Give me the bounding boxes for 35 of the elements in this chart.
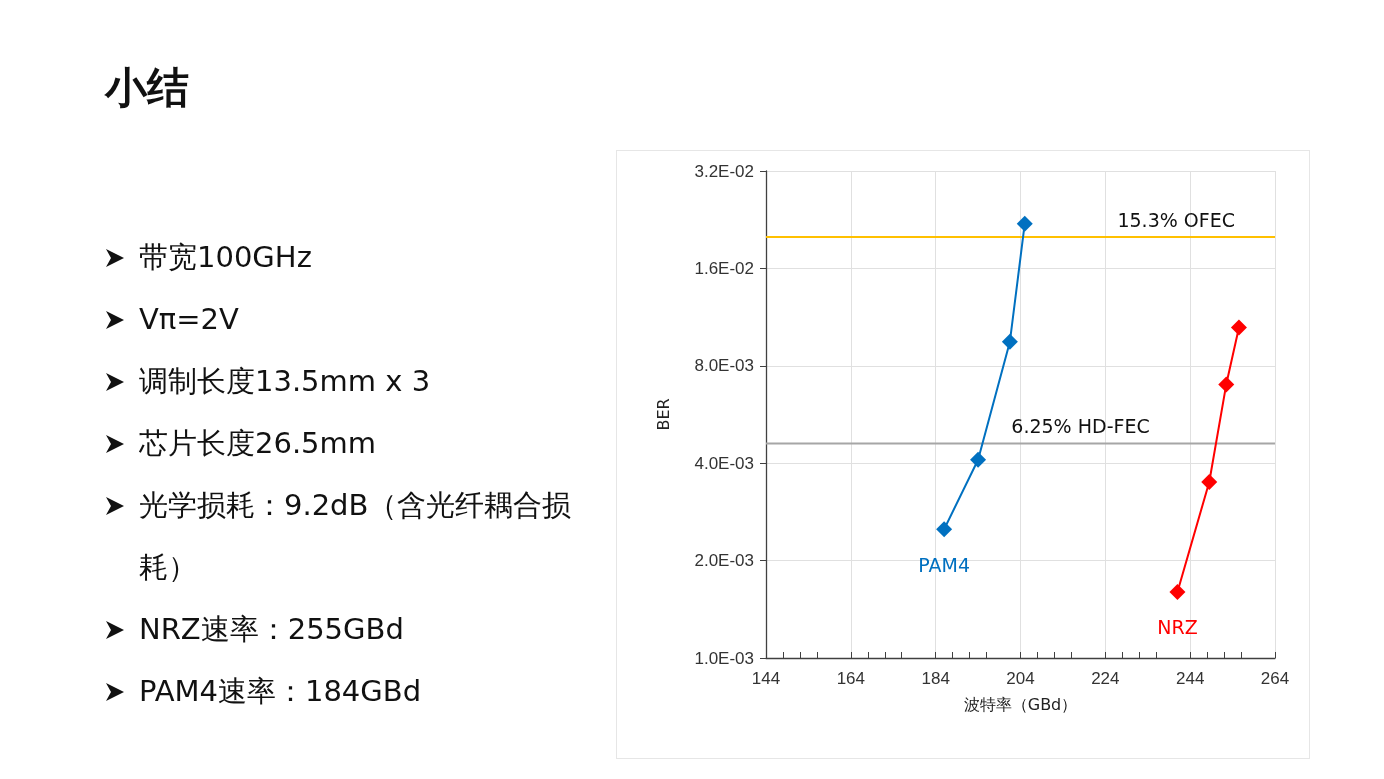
point bbox=[970, 451, 987, 468]
point bbox=[1218, 376, 1235, 393]
x-axis-title: 波特率（GBd） bbox=[963, 694, 1078, 714]
x-tick-label: 184 bbox=[921, 669, 950, 688]
x-tick-label: 224 bbox=[1091, 669, 1120, 688]
series-label: PAM4 bbox=[918, 553, 971, 576]
text: PAM4速率：184GBd bbox=[139, 674, 422, 708]
text: 芯片长度26.5mm bbox=[139, 426, 377, 460]
point bbox=[1001, 333, 1018, 350]
y-tick-label: 8.0E-03 bbox=[694, 356, 754, 376]
ref-line-label: 15.3% OFEC bbox=[1117, 208, 1235, 231]
series-label: NRZ bbox=[1157, 616, 1198, 639]
text: 带宽100GHz bbox=[139, 240, 312, 274]
text: Vπ=2V bbox=[139, 302, 239, 336]
point bbox=[936, 521, 953, 538]
text: 光学损耗：9.2dB（含光纤耦合损耗） bbox=[139, 488, 572, 584]
x-tick-label: 144 bbox=[751, 669, 781, 688]
text: 调制长度13.5mm x 3 bbox=[139, 364, 431, 398]
y-tick-label: 3.2E-02 bbox=[694, 161, 754, 181]
y-tick-label: 4.0E-03 bbox=[694, 453, 754, 473]
point bbox=[1169, 583, 1186, 600]
y-axis-title: BER bbox=[653, 398, 673, 431]
text: 小结 bbox=[105, 62, 190, 114]
y-tick-label: 1.0E-03 bbox=[694, 648, 754, 668]
point bbox=[1201, 473, 1218, 490]
text: NRZ速率：255GBd bbox=[139, 612, 404, 646]
ref-line-label: 6.25% HD-FEC bbox=[1011, 415, 1150, 438]
point bbox=[1016, 215, 1033, 232]
point bbox=[1230, 319, 1247, 336]
x-tick-label: 244 bbox=[1175, 669, 1205, 688]
y-tick-label: 2.0E-03 bbox=[694, 551, 754, 571]
x-tick-label: 264 bbox=[1260, 669, 1290, 688]
x-tick-label: 204 bbox=[1006, 669, 1035, 688]
y-tick-label: 1.6E-02 bbox=[694, 258, 754, 278]
x-tick-label: 164 bbox=[836, 669, 866, 688]
